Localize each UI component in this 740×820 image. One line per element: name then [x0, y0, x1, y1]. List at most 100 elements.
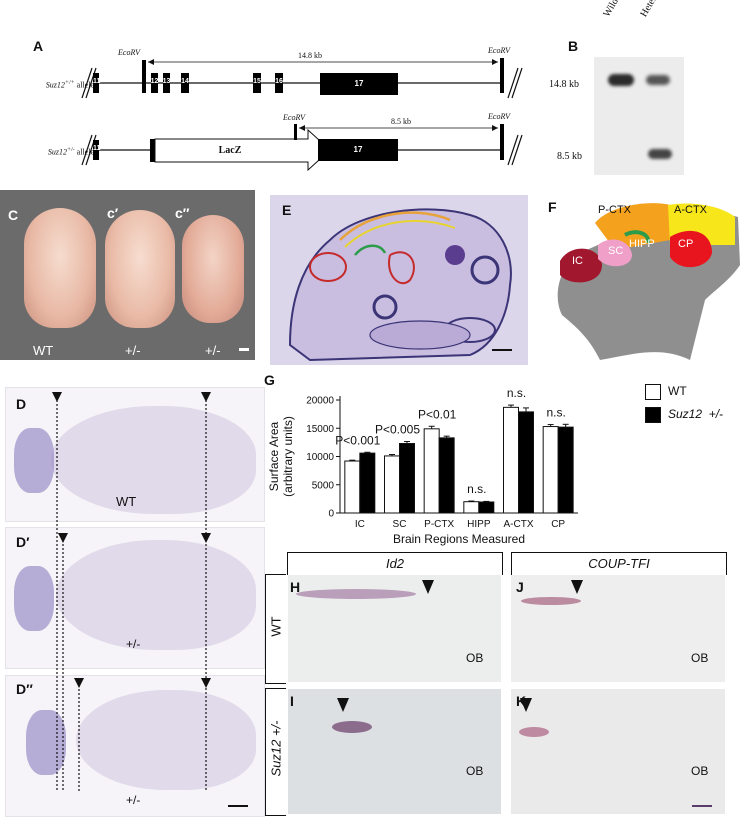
embryo-section	[288, 208, 512, 362]
ob-label: OB	[466, 651, 484, 665]
bar	[503, 406, 519, 514]
region-label: SC	[608, 245, 624, 257]
ecorv-label: EcoRV	[118, 48, 141, 57]
panel-d-label: D	[16, 396, 27, 412]
brain-wt	[24, 208, 96, 328]
genotype-label: WT	[116, 494, 137, 509]
y-tick-label: 20000	[306, 396, 334, 407]
bar	[399, 443, 415, 514]
ob-label: OB	[691, 764, 709, 778]
band	[646, 75, 670, 85]
brain-het	[105, 210, 175, 328]
genotype-label: WT	[33, 343, 54, 358]
exon-label: 13	[162, 78, 171, 85]
exon-label: 14	[181, 78, 189, 85]
bar	[478, 501, 495, 514]
bar	[438, 437, 455, 514]
panel-d-section	[5, 387, 265, 522]
panel-f-label: F	[548, 199, 557, 215]
p-value-label: P<0.001	[335, 433, 380, 447]
x-tick-label: HIPP	[467, 519, 491, 530]
bar	[384, 455, 400, 514]
exon-label: 11	[93, 145, 101, 152]
distance-wt: 14.8 kb	[298, 51, 322, 60]
ob-label: OB	[691, 651, 709, 665]
p-value-label: n.s.	[546, 405, 565, 419]
y-tick-label: 0	[328, 509, 334, 520]
panel-d2-label: D′′	[16, 681, 33, 697]
bar	[344, 460, 361, 514]
region-label: HIPP	[629, 238, 655, 250]
genotype-label: +/-	[205, 343, 221, 358]
arrowheads	[337, 580, 712, 807]
panel-c-photo	[0, 190, 255, 360]
row-header-wt: WT	[265, 574, 286, 684]
marker-label: 14.8 kb	[549, 79, 579, 90]
gene-header-coup: COUP-TFI	[511, 552, 727, 575]
panel-d1-label: D′	[16, 534, 30, 550]
panel-e-label: E	[282, 202, 292, 218]
x-tick-label: IC	[355, 519, 365, 530]
genotype-label: +/-	[126, 793, 141, 807]
panel-a-label: A	[33, 38, 44, 54]
y-axis-title: Surface Area	[267, 421, 281, 491]
legend-label-wt: WT	[668, 384, 687, 398]
region-label: A-CTX	[674, 204, 707, 216]
panel-h-label: H	[290, 579, 301, 595]
alignment-lines	[52, 392, 248, 807]
ecorv-label: EcoRV	[283, 113, 306, 122]
p-value-label: P<0.01	[418, 407, 457, 421]
panel-c2-label: c″	[175, 205, 190, 221]
panel-d1-section	[5, 527, 265, 669]
panel-g-label: G	[264, 372, 275, 388]
southern-blot	[594, 57, 684, 175]
panel-k-section	[511, 689, 725, 814]
row-header-het: Suz12 +/-	[265, 688, 286, 816]
brain-region-schematic	[557, 203, 740, 360]
genotype-label: +/-	[125, 343, 141, 358]
wt-allele-label: Suz12+/+ allele	[45, 80, 94, 90]
het-allele-label: Suz12+/- allele	[47, 147, 94, 157]
genotype-label: +/-	[126, 637, 141, 651]
bar	[518, 411, 534, 514]
bar	[359, 452, 376, 514]
exon-label: 17	[354, 79, 364, 88]
ob-label: OB	[466, 764, 484, 778]
bar	[423, 428, 440, 514]
region-label: P-CTX	[598, 204, 631, 216]
panel-i-section	[288, 689, 501, 814]
gene-header-id2: Id2	[287, 552, 503, 575]
bar-chart: 0 5000 10000 15000 20000 IC P<0.001 SC P<0.005 P-…	[267, 386, 578, 546]
bar	[463, 501, 480, 514]
legend-label-het: Suz12 +/-	[668, 407, 724, 421]
exon-label: 16	[275, 78, 283, 85]
panel-k-label: K	[516, 693, 527, 709]
legend-swatch-wt	[645, 384, 661, 400]
lane-label-wt: Wild type	[601, 0, 630, 19]
exon-label: 15	[253, 78, 261, 85]
legend-swatch-het	[645, 407, 661, 423]
x-tick-label: CP	[551, 519, 565, 530]
lane-label-het: Heterozygous	[638, 0, 675, 19]
panel-e-section	[270, 195, 528, 365]
bar	[542, 426, 559, 514]
panel-i-label: I	[290, 693, 294, 709]
marker-label: 8.5 kb	[557, 151, 582, 162]
distance-het: 8.5 kb	[391, 117, 411, 126]
band	[608, 74, 634, 86]
lacz-label: LacZ	[218, 145, 242, 156]
y-tick-label: 15000	[306, 424, 334, 435]
region-label: IC	[572, 255, 583, 267]
x-tick-label: SC	[393, 519, 407, 530]
p-value-label: P<0.005	[375, 423, 420, 437]
panel-j-label: J	[516, 579, 524, 595]
panel-d2-section	[5, 675, 265, 817]
y-tick-label: 5000	[312, 480, 335, 491]
panel-b-label: B	[568, 38, 579, 54]
exon-label: 11	[93, 78, 101, 85]
x-tick-label: A-CTX	[504, 519, 534, 530]
panel-c1-label: c′	[107, 205, 119, 221]
gene-name: Id2	[385, 556, 405, 571]
bar	[557, 426, 574, 514]
y-tick-label: 10000	[306, 452, 334, 463]
